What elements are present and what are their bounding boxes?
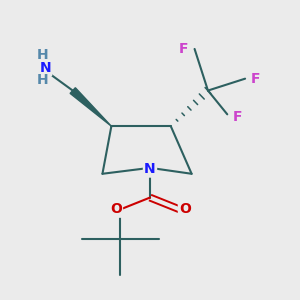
Text: F: F — [251, 72, 261, 86]
Polygon shape — [70, 88, 111, 126]
Text: N: N — [144, 162, 156, 176]
Text: H: H — [37, 73, 49, 87]
Text: N: N — [40, 61, 51, 75]
Text: O: O — [179, 202, 191, 216]
Text: H: H — [37, 48, 49, 62]
Text: F: F — [179, 42, 189, 56]
Text: F: F — [233, 110, 243, 124]
Text: O: O — [110, 202, 122, 216]
